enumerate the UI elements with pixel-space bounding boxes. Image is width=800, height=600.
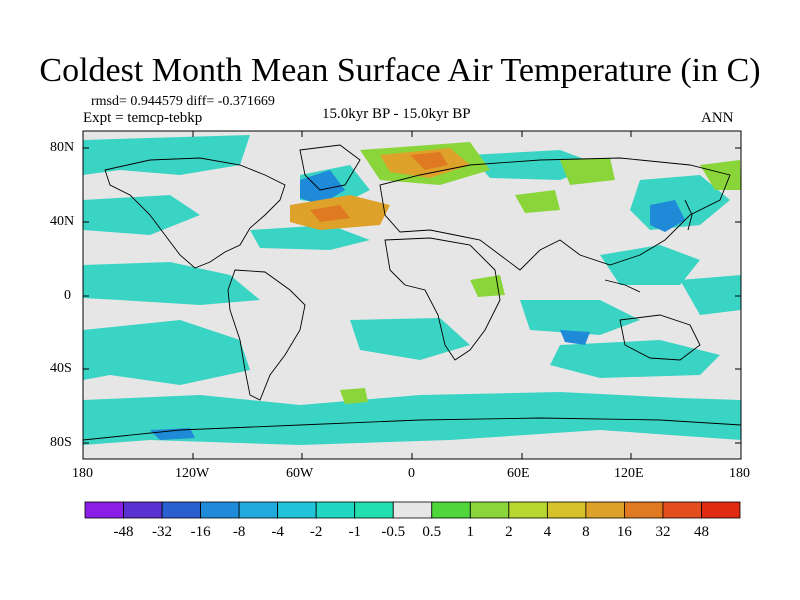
coast-japan	[684, 199, 693, 231]
colorbar-label-14: 32	[655, 524, 671, 540]
colorbar-box-3	[200, 501, 240, 519]
colorbar-label-4: -4	[271, 524, 284, 540]
coast-indonesia	[604, 279, 641, 293]
colorbar-box-0	[84, 501, 124, 519]
colorbar-box-1	[123, 501, 163, 519]
colorbar-box-13	[585, 501, 625, 519]
colorbar-box-10	[469, 501, 510, 519]
colorbar-label-1: -32	[152, 524, 173, 540]
colorbar-label-6: -1	[348, 524, 361, 540]
season-label: ANN	[701, 110, 734, 126]
coast-greenland	[299, 144, 361, 191]
colorbar-label-3: -8	[232, 524, 246, 540]
colorbar-label-0: -48	[113, 524, 134, 540]
colorbar-box-16	[701, 501, 741, 519]
coast-eurasia	[379, 157, 731, 271]
colorbar-label-15: 48	[693, 524, 709, 540]
colorbar-box-5	[277, 501, 317, 519]
colorbar-label-8: 0.5	[422, 524, 442, 540]
stats-text: rmsd= 0.944579 diff= -0.371669	[91, 94, 275, 109]
lon-label-0: 0	[408, 466, 415, 481]
plot-title: Coldest Month Mean Surface Air Temperatu…	[39, 52, 761, 89]
colorbar-box-15	[662, 501, 702, 519]
lat-label-80s: 80S	[50, 435, 72, 450]
lon-label-120e: 120E	[614, 466, 644, 481]
coast-australia	[619, 314, 701, 361]
coast-south-america	[227, 269, 306, 401]
positive-anomaly-regions	[340, 142, 741, 404]
colorbar-box-4	[238, 501, 279, 519]
colorbar-label-11: 4	[543, 524, 552, 540]
colorbar-box-2	[161, 501, 201, 519]
lon-label-180w: 180	[72, 466, 93, 481]
colorbar-label-9: 1	[466, 524, 475, 540]
coast-antarctica	[83, 417, 741, 441]
colorbar-label-13: 16	[616, 524, 632, 540]
lon-label-60w: 60W	[286, 466, 314, 481]
colorbar-box-7	[354, 501, 394, 519]
colorbar-label-2: -16	[190, 524, 211, 540]
coast-north-america	[104, 157, 286, 269]
colorbar-box-9	[431, 501, 471, 519]
lat-label-40s: 40S	[50, 361, 72, 376]
lon-label-180e: 180	[729, 466, 750, 481]
experiment-label: Expt = temcp-tebkp	[83, 110, 203, 126]
lat-label-80n: 80N	[50, 140, 75, 155]
strong-negative-regions	[150, 170, 685, 440]
map-panel	[83, 131, 741, 459]
colorbar-box-8	[392, 501, 433, 519]
strong-positive-regions	[290, 148, 470, 230]
axis-ticks	[83, 131, 741, 459]
colorbar-label-10: 2	[505, 524, 513, 540]
negative-anomaly-regions	[83, 135, 741, 445]
period-label: 15.0kyr BP - 15.0kyr BP	[322, 106, 471, 122]
colorbar-label-5: -2	[309, 524, 323, 540]
colorbar-box-12	[546, 501, 587, 519]
coastlines	[83, 144, 741, 441]
lat-label-40n: 40N	[50, 214, 75, 229]
colorbar-label-7: -0.5	[381, 524, 406, 540]
coast-africa	[384, 237, 501, 361]
lon-label-60e: 60E	[507, 466, 530, 481]
lat-label-eq: 0	[64, 288, 71, 303]
colorbar-box-11	[508, 501, 548, 519]
lon-label-120w: 120W	[175, 466, 210, 481]
colorbar-box-6	[315, 501, 356, 519]
colorbar-label-12: 8	[582, 524, 590, 540]
colorbar	[84, 501, 741, 519]
colorbar-box-14	[624, 501, 664, 519]
